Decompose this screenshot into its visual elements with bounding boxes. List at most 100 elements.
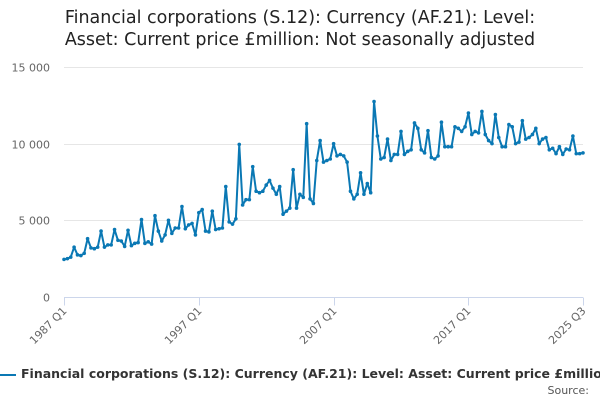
data-point xyxy=(176,226,181,230)
data-point xyxy=(291,167,295,172)
data-point xyxy=(446,144,450,149)
data-point xyxy=(75,253,80,257)
data-point xyxy=(254,189,258,193)
data-point xyxy=(65,256,70,261)
data-point xyxy=(281,212,285,216)
data-point xyxy=(375,134,380,138)
data-point xyxy=(166,218,171,223)
data-point xyxy=(473,129,477,134)
chart-title-line-1: Financial corporations (S.12): Currency … xyxy=(64,8,536,28)
data-point xyxy=(500,144,504,149)
data-point xyxy=(116,238,120,243)
data-point xyxy=(577,151,582,156)
data-point xyxy=(443,144,447,149)
data-point xyxy=(247,197,252,202)
data-point xyxy=(294,206,299,210)
data-point xyxy=(540,137,545,141)
data-point xyxy=(409,148,413,152)
data-point xyxy=(550,146,555,151)
chart-title-line-2: Asset: Current price £million: Not seaso… xyxy=(64,30,536,50)
data-point xyxy=(328,157,333,161)
data-point xyxy=(358,171,363,175)
data-point xyxy=(466,111,471,115)
data-point xyxy=(159,239,164,243)
data-point xyxy=(227,220,231,224)
data-point xyxy=(106,243,110,247)
data-point xyxy=(85,236,90,241)
data-point xyxy=(153,213,157,218)
legend[interactable]: Financial corporations (S.12): Currency … xyxy=(0,366,600,381)
data-point xyxy=(200,207,204,212)
data-point xyxy=(119,239,124,243)
data-point xyxy=(129,243,134,248)
data-point xyxy=(301,195,306,200)
data-point xyxy=(493,112,498,117)
data-point xyxy=(335,154,339,158)
data-point xyxy=(314,158,319,163)
data-point xyxy=(372,99,376,104)
data-point xyxy=(190,221,194,226)
data-point xyxy=(365,181,370,186)
data-point xyxy=(126,228,130,233)
data-point xyxy=(298,192,302,197)
y-tick-label: 5 000 xyxy=(19,215,51,228)
data-point xyxy=(261,189,265,193)
chart-title: Financial corporations (S.12): Currency … xyxy=(0,7,600,51)
data-point xyxy=(304,121,309,126)
data-point xyxy=(544,135,548,140)
data-point xyxy=(277,184,282,189)
data-point xyxy=(382,155,386,160)
data-point xyxy=(557,144,562,149)
data-point xyxy=(193,233,198,237)
data-point xyxy=(213,227,218,232)
data-point xyxy=(331,141,336,146)
data-point xyxy=(143,241,147,246)
data-point xyxy=(112,227,117,232)
data-point xyxy=(62,257,66,262)
y-tick-label: 15 000 xyxy=(12,62,51,75)
data-point xyxy=(412,121,417,125)
data-point xyxy=(574,151,579,156)
data-point xyxy=(136,240,140,245)
data-point xyxy=(439,120,444,124)
data-point xyxy=(223,184,228,189)
data-point xyxy=(517,140,521,144)
data-point xyxy=(352,197,356,201)
data-point xyxy=(139,217,144,222)
data-point xyxy=(419,148,424,152)
data-point xyxy=(520,118,525,123)
data-point xyxy=(89,246,93,250)
data-point xyxy=(308,197,312,201)
data-point xyxy=(426,128,430,133)
data-point xyxy=(203,229,208,233)
data-point xyxy=(422,151,427,155)
data-point xyxy=(244,197,248,202)
data-point xyxy=(338,152,343,157)
data-point xyxy=(490,141,494,146)
data-point xyxy=(392,152,397,157)
data-point xyxy=(581,151,585,155)
data-point xyxy=(220,226,225,230)
data-point xyxy=(122,244,127,249)
y-tick-label: 0 xyxy=(43,292,50,305)
data-point xyxy=(399,129,403,134)
data-point xyxy=(102,245,107,249)
data-point xyxy=(68,255,73,259)
data-point xyxy=(567,148,572,152)
data-point xyxy=(284,209,289,213)
x-tick-label: 2017 Q1 xyxy=(431,304,474,347)
data-point xyxy=(92,246,97,251)
data-point xyxy=(95,245,100,249)
data-point xyxy=(513,141,518,146)
data-point xyxy=(288,206,292,210)
data-point xyxy=(311,201,316,206)
data-point xyxy=(321,160,326,164)
data-point xyxy=(207,230,211,234)
data-point xyxy=(560,152,565,157)
data-point xyxy=(186,223,191,227)
data-point xyxy=(368,190,373,195)
data-point xyxy=(385,137,390,141)
data-point xyxy=(459,129,464,134)
data-point xyxy=(183,226,188,231)
